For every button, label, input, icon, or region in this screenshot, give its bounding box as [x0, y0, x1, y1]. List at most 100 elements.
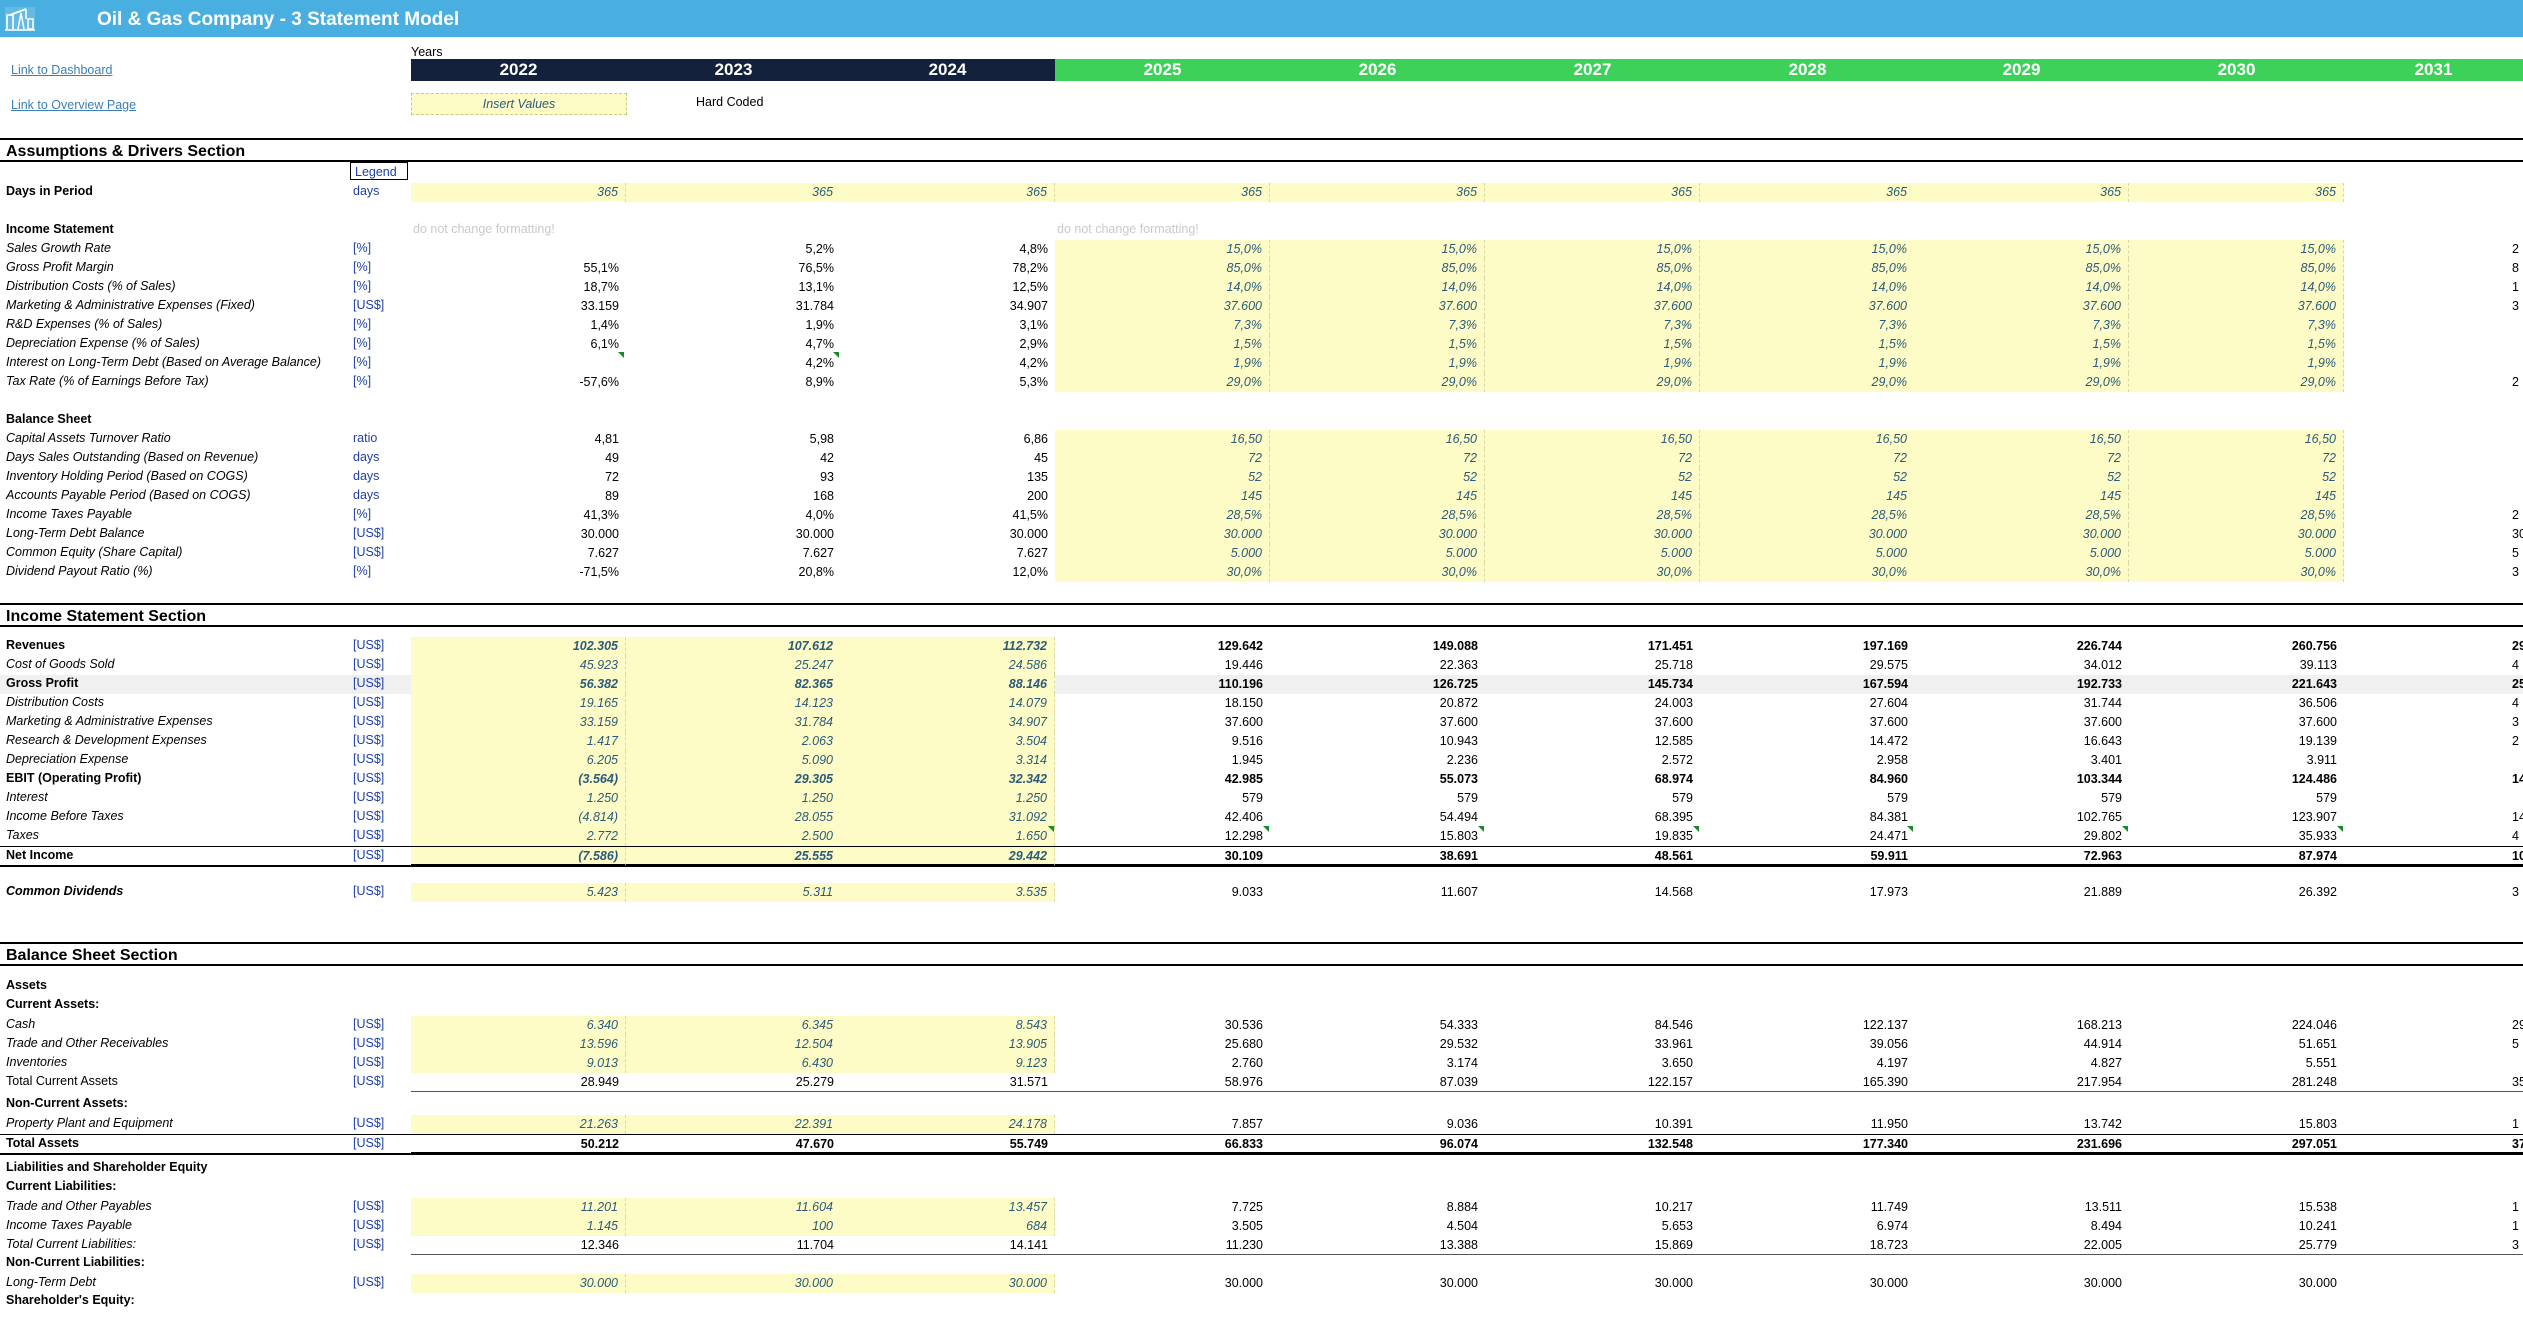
cell-2025[interactable]: 14,0%: [1055, 278, 1270, 297]
cell-2026[interactable]: 52: [1270, 468, 1485, 487]
cell-2023[interactable]: 29.305: [626, 770, 841, 789]
cell-2022[interactable]: 6.205: [411, 751, 626, 770]
cell-2023[interactable]: 82.365: [626, 675, 841, 694]
cell-2022[interactable]: 1.417: [411, 732, 626, 751]
cell-2023[interactable]: 2.500: [626, 827, 841, 846]
cell-2030[interactable]: 29,0%: [2129, 373, 2344, 392]
cell-2027[interactable]: 72: [1485, 449, 1700, 468]
cell-2030[interactable]: 16,50: [2129, 430, 2344, 449]
cell-2030[interactable]: 72: [2129, 449, 2344, 468]
cell-2022[interactable]: 13.596: [411, 1035, 626, 1054]
cell-2028[interactable]: 365: [1700, 183, 1915, 202]
cell-2022[interactable]: 11.201: [411, 1198, 626, 1217]
cell-2026[interactable]: 28,5%: [1270, 506, 1485, 525]
cell-2028[interactable]: 30,0%: [1700, 563, 1915, 582]
cell-2023[interactable]: 365: [626, 183, 841, 202]
cell-2028[interactable]: 1,9%: [1700, 354, 1915, 373]
cell-2030[interactable]: 14,0%: [2129, 278, 2344, 297]
cell-2027[interactable]: 16,50: [1485, 430, 1700, 449]
cell-2023[interactable]: 100: [626, 1217, 841, 1236]
cell-2028[interactable]: 5.000: [1700, 544, 1915, 563]
cell-2022[interactable]: 1.250: [411, 789, 626, 808]
cell-2026[interactable]: 15,0%: [1270, 240, 1485, 259]
cell-2029[interactable]: 365: [1914, 183, 2129, 202]
cell-2027[interactable]: 29,0%: [1485, 373, 1700, 392]
cell-2026[interactable]: 30.000: [1270, 525, 1485, 544]
cell-2023[interactable]: 22.391: [626, 1115, 841, 1134]
cell-2024[interactable]: 1.250: [840, 789, 1055, 808]
cell-2027[interactable]: 5.000: [1485, 544, 1700, 563]
cell-2030[interactable]: 145: [2129, 487, 2344, 506]
cell-2025[interactable]: 15,0%: [1055, 240, 1270, 259]
cell-2026[interactable]: 14,0%: [1270, 278, 1485, 297]
cell-2026[interactable]: 85,0%: [1270, 259, 1485, 278]
cell-2026[interactable]: 30,0%: [1270, 563, 1485, 582]
cell-2022[interactable]: 56.382: [411, 675, 626, 694]
cell-2027[interactable]: 30,0%: [1485, 563, 1700, 582]
cell-2024[interactable]: 24.178: [840, 1115, 1055, 1134]
cell-2028[interactable]: 52: [1700, 468, 1915, 487]
cell-2030[interactable]: 37.600: [2129, 297, 2344, 316]
cell-2022[interactable]: 365: [411, 183, 626, 202]
cell-2024[interactable]: 3.504: [840, 732, 1055, 751]
cell-2025[interactable]: 145: [1055, 487, 1270, 506]
link-to-dashboard[interactable]: Link to Dashboard: [11, 63, 113, 77]
cell-2024[interactable]: 24.586: [840, 656, 1055, 675]
cell-2023[interactable]: 2.063: [626, 732, 841, 751]
cell-2022[interactable]: 1.145: [411, 1217, 626, 1236]
cell-2027[interactable]: 85,0%: [1485, 259, 1700, 278]
cell-2027[interactable]: 52: [1485, 468, 1700, 487]
cell-2028[interactable]: 16,50: [1700, 430, 1915, 449]
cell-2029[interactable]: 7,3%: [1914, 316, 2129, 335]
cell-2024[interactable]: 13.457: [840, 1198, 1055, 1217]
cell-2028[interactable]: 7,3%: [1700, 316, 1915, 335]
cell-2027[interactable]: 7,3%: [1485, 316, 1700, 335]
cell-2023[interactable]: 107.612: [626, 637, 841, 656]
cell-2024[interactable]: 88.146: [840, 675, 1055, 694]
cell-2024[interactable]: 8.543: [840, 1016, 1055, 1035]
cell-2030[interactable]: 7,3%: [2129, 316, 2344, 335]
cell-2025[interactable]: 16,50: [1055, 430, 1270, 449]
cell-2024[interactable]: 3.535: [840, 883, 1055, 902]
cell-2025[interactable]: 29,0%: [1055, 373, 1270, 392]
cell-2030[interactable]: 1,5%: [2129, 335, 2344, 354]
cell-2023[interactable]: 11.604: [626, 1198, 841, 1217]
cell-2024[interactable]: 365: [840, 183, 1055, 202]
cell-2029[interactable]: 16,50: [1914, 430, 2129, 449]
cell-2030[interactable]: 5.000: [2129, 544, 2344, 563]
cell-2025[interactable]: 30.000: [1055, 525, 1270, 544]
cell-2028[interactable]: 15,0%: [1700, 240, 1915, 259]
cell-2025[interactable]: 7,3%: [1055, 316, 1270, 335]
cell-2027[interactable]: 1,9%: [1485, 354, 1700, 373]
cell-2022[interactable]: 2.772: [411, 827, 626, 846]
cell-2024[interactable]: 30.000: [840, 1274, 1055, 1293]
cell-2022[interactable]: 21.263: [411, 1115, 626, 1134]
cell-2022[interactable]: 30.000: [411, 1274, 626, 1293]
cell-2025[interactable]: 28,5%: [1055, 506, 1270, 525]
cell-2029[interactable]: 145: [1914, 487, 2129, 506]
cell-2026[interactable]: 145: [1270, 487, 1485, 506]
cell-2030[interactable]: 30.000: [2129, 525, 2344, 544]
cell-2028[interactable]: 85,0%: [1700, 259, 1915, 278]
cell-2024[interactable]: 9.123: [840, 1054, 1055, 1073]
cell-2029[interactable]: 30.000: [1914, 525, 2129, 544]
cell-2022[interactable]: (7.586): [411, 847, 626, 866]
cell-2022[interactable]: 6.340: [411, 1016, 626, 1035]
cell-2024[interactable]: 13.905: [840, 1035, 1055, 1054]
cell-2022[interactable]: 45.923: [411, 656, 626, 675]
cell-2030[interactable]: 15,0%: [2129, 240, 2344, 259]
cell-2022[interactable]: 33.159: [411, 713, 626, 732]
cell-2024[interactable]: 112.732: [840, 637, 1055, 656]
cell-2027[interactable]: 15,0%: [1485, 240, 1700, 259]
cell-2025[interactable]: 365: [1055, 183, 1270, 202]
cell-2024[interactable]: 3.314: [840, 751, 1055, 770]
cell-2022[interactable]: 19.165: [411, 694, 626, 713]
cell-2029[interactable]: 5.000: [1914, 544, 2129, 563]
cell-2029[interactable]: 14,0%: [1914, 278, 2129, 297]
cell-2029[interactable]: 1,5%: [1914, 335, 2129, 354]
cell-2024[interactable]: 32.342: [840, 770, 1055, 789]
cell-2028[interactable]: 145: [1700, 487, 1915, 506]
cell-2028[interactable]: 1,5%: [1700, 335, 1915, 354]
cell-2025[interactable]: 1,9%: [1055, 354, 1270, 373]
cell-2023[interactable]: 5.090: [626, 751, 841, 770]
